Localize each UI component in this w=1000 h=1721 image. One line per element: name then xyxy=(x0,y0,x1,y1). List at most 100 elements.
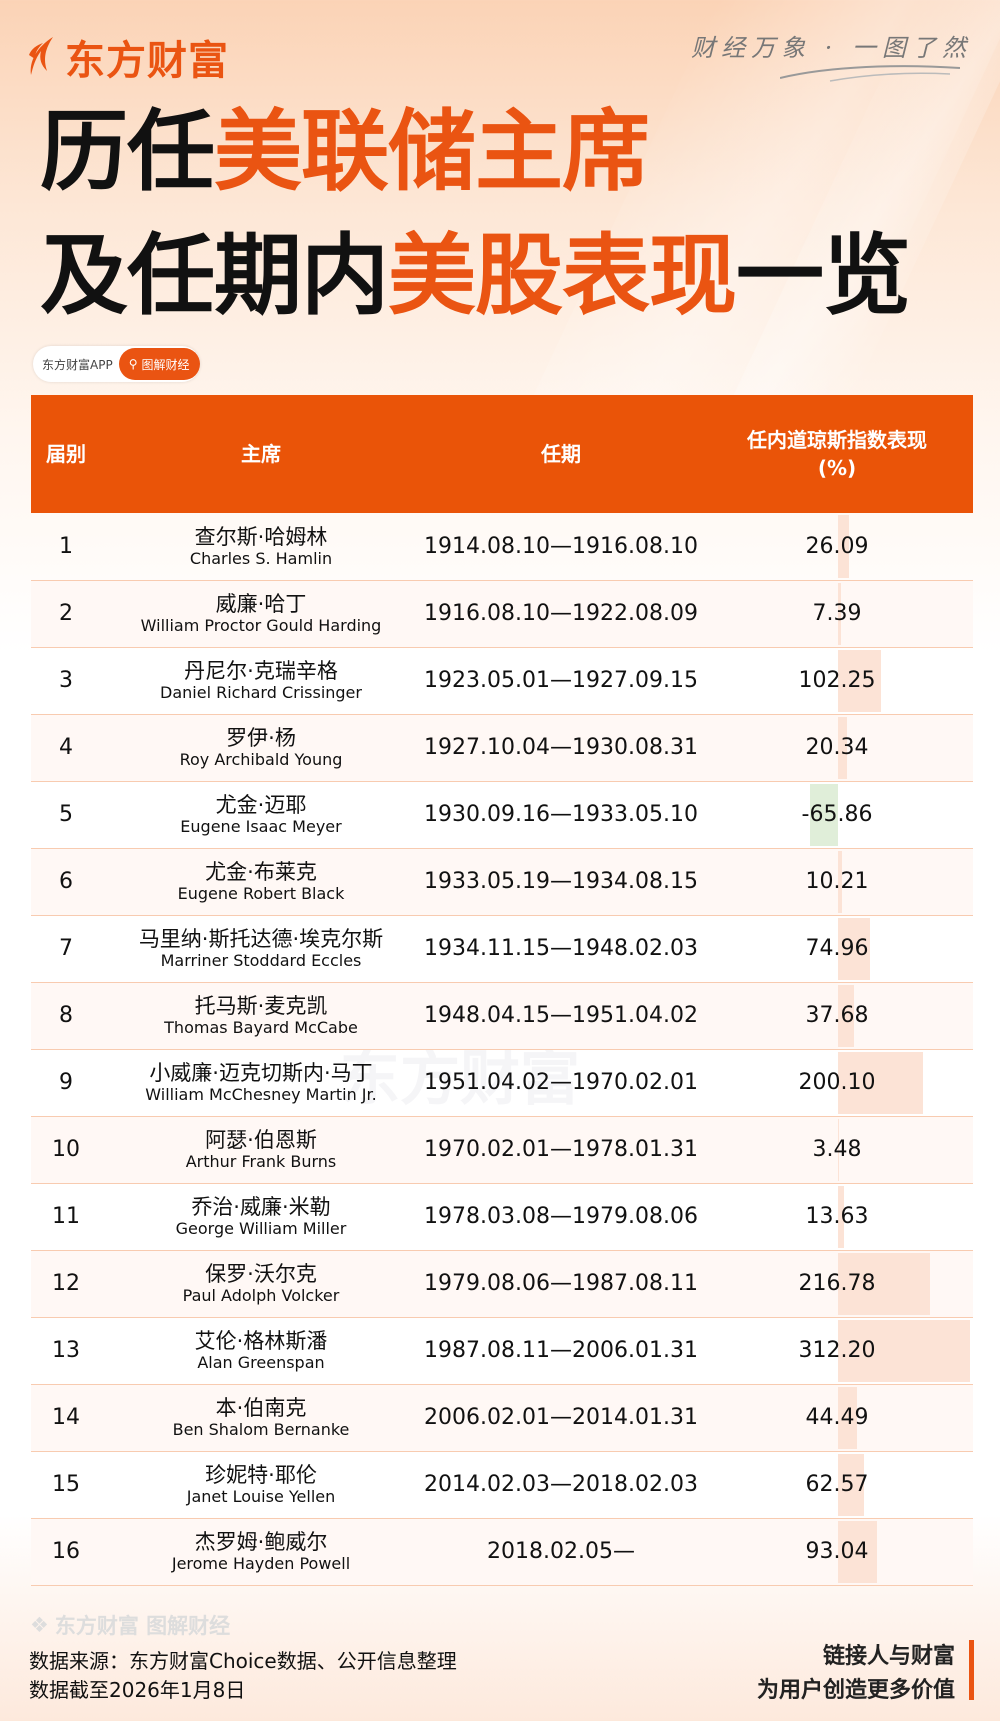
row-number: 2 xyxy=(31,580,101,648)
performance-bar xyxy=(810,783,838,846)
data-date: 数据截至2026年1月8日 xyxy=(29,1678,246,1702)
performance-bar xyxy=(838,917,870,980)
chair-name-cn: 马里纳·斯托达德·埃克尔斯 xyxy=(138,926,384,951)
chair-name-cn: 罗伊·杨 xyxy=(226,725,296,750)
performance-bar xyxy=(838,649,882,712)
chair-cell: 查尔斯·哈姆林 Charles S. Hamlin xyxy=(101,513,421,581)
table-row: 12 保罗·沃尔克 Paul Adolph Volcker 1979.08.06—… xyxy=(31,1250,973,1318)
chair-name-en: Thomas Bayard McCabe xyxy=(164,1017,358,1037)
table-row: 4 罗伊·杨 Roy Archibald Young 1927.10.04—193… xyxy=(31,714,973,782)
performance-value: 93.04 xyxy=(805,1539,869,1564)
row-number: 12 xyxy=(31,1250,101,1318)
row-number: 9 xyxy=(31,1049,101,1117)
chair-name-cn: 珍妮特·耶伦 xyxy=(205,1462,317,1487)
chair-name-en: Marriner Stoddard Eccles xyxy=(160,950,362,970)
chair-cell: 尤金·布莱克 Eugene Robert Black xyxy=(101,848,421,916)
term-cell: 1933.05.19—1934.08.15 xyxy=(421,848,701,916)
row-number: 13 xyxy=(31,1317,101,1385)
table-row: 2 威廉·哈丁 William Proctor Gould Harding 191… xyxy=(31,580,973,648)
performance-value: 20.34 xyxy=(805,735,869,760)
performance-cell: 312.20 xyxy=(701,1317,973,1385)
performance-value: 13.63 xyxy=(805,1204,869,1229)
performance-cell: 216.78 xyxy=(701,1250,973,1318)
chair-name-en: Janet Louise Yellen xyxy=(186,1486,336,1506)
row-number: 8 xyxy=(31,982,101,1050)
row-number: 5 xyxy=(31,781,101,849)
chair-cell: 丹尼尔·克瑞辛格 Daniel Richard Crissinger xyxy=(101,647,421,715)
brand-logo: 东方财富 xyxy=(27,28,229,86)
term-cell: 2014.02.03—2018.02.03 xyxy=(421,1451,701,1519)
chair-cell: 珍妮特·耶伦 Janet Louise Yellen xyxy=(101,1451,421,1519)
chair-name-cn: 阿瑟·伯恩斯 xyxy=(205,1127,317,1152)
performance-cell: 20.34 xyxy=(701,714,973,782)
table-row: 1 查尔斯·哈姆林 Charles S. Hamlin 1914.08.10—19… xyxy=(31,513,973,581)
table-row: 7 马里纳·斯托达德·埃克尔斯 Marriner Stoddard Eccles … xyxy=(31,915,973,983)
performance-cell: 62.57 xyxy=(701,1451,973,1519)
table-row: 13 艾伦·格林斯潘 Alan Greenspan 1987.08.11—2006… xyxy=(31,1317,973,1385)
col-header-chair: 主席 xyxy=(101,395,421,513)
chair-name-en: William McChesney Martin Jr. xyxy=(145,1084,377,1104)
row-number: 4 xyxy=(31,714,101,782)
col-header-term: 任期 xyxy=(421,395,701,513)
performance-bar xyxy=(838,582,842,645)
term-cell: 1948.04.15—1951.04.02 xyxy=(421,982,701,1050)
table-row: 14 本·伯南克 Ben Shalom Bernanke 2006.02.01—2… xyxy=(31,1384,973,1452)
app-name: 东方财富APP xyxy=(42,357,113,372)
performance-bar xyxy=(838,1319,970,1382)
term-cell: 1914.08.10—1916.08.10 xyxy=(421,513,701,581)
slogan-accent-bar xyxy=(969,1640,974,1700)
chair-name-en: Alan Greenspan xyxy=(197,1352,325,1372)
table-row: 15 珍妮特·耶伦 Janet Louise Yellen 2014.02.03—… xyxy=(31,1451,973,1519)
performance-cell: 200.10 xyxy=(701,1049,973,1117)
chair-cell: 小威廉·迈克切斯内·马丁 William McChesney Martin Jr. xyxy=(101,1049,421,1117)
performance-value: 200.10 xyxy=(798,1070,876,1095)
performance-bar xyxy=(838,716,847,779)
chair-name-en: Eugene Isaac Meyer xyxy=(180,816,342,836)
chair-name-en: Jerome Hayden Powell xyxy=(171,1553,351,1573)
performance-cell: 37.68 xyxy=(701,982,973,1050)
performance-value: 102.25 xyxy=(798,668,876,693)
term-cell: 1979.08.06—1987.08.11 xyxy=(421,1250,701,1318)
search-pill[interactable]: ⚲ 图解财经 xyxy=(118,348,200,380)
source-note: 数据来源：东方财富Choice数据、公开信息整理 数据截至2026年1月8日 xyxy=(29,1647,457,1705)
col-header-performance: 任内道琼斯指数表现 (%) xyxy=(701,395,973,513)
row-number: 1 xyxy=(31,513,101,581)
performance-value: 37.68 xyxy=(805,1003,869,1028)
table-row: 5 尤金·迈耶 Eugene Isaac Meyer 1930.09.16—193… xyxy=(31,781,973,849)
chair-name-cn: 小威廉·迈克切斯内·马丁 xyxy=(149,1060,373,1085)
row-number: 7 xyxy=(31,915,101,983)
performance-value: 26.09 xyxy=(805,533,869,559)
chair-name-cn: 尤金·布莱克 xyxy=(205,859,317,884)
performance-bar xyxy=(838,984,854,1047)
table-row: 16 杰罗姆·鲍威尔 Jerome Hayden Powell 2018.02.0… xyxy=(31,1518,973,1586)
row-number: 16 xyxy=(31,1518,101,1586)
performance-bar xyxy=(838,1252,930,1315)
chair-name-cn: 威廉·哈丁 xyxy=(215,591,307,616)
row-number: 6 xyxy=(31,848,101,916)
chair-cell: 本·伯南克 Ben Shalom Bernanke xyxy=(101,1384,421,1452)
term-cell: 1930.09.16—1933.05.10 xyxy=(421,781,701,849)
performance-value: -65.86 xyxy=(801,802,873,827)
performance-cell: 13.63 xyxy=(701,1183,973,1251)
brand-name: 东方财富 xyxy=(65,38,229,84)
row-number: 11 xyxy=(31,1183,101,1251)
chair-name-en: Arthur Frank Burns xyxy=(185,1151,337,1171)
chair-cell: 艾伦·格林斯潘 Alan Greenspan xyxy=(101,1317,421,1385)
performance-value: 7.39 xyxy=(812,601,862,626)
term-cell: 1951.04.02—1970.02.01 xyxy=(421,1049,701,1117)
performance-bar xyxy=(838,515,850,578)
performance-value: 216.78 xyxy=(798,1271,876,1296)
table-row: 9 小威廉·迈克切斯内·马丁 William McChesney Martin J… xyxy=(31,1049,973,1117)
chair-cell: 乔治·威廉·米勒 George William Miller xyxy=(101,1183,421,1251)
chair-cell: 马里纳·斯托达德·埃克尔斯 Marriner Stoddard Eccles xyxy=(101,915,421,983)
chair-name-cn: 艾伦·格林斯潘 xyxy=(194,1328,328,1353)
performance-cell: 26.09 xyxy=(701,513,973,581)
term-cell: 1916.08.10—1922.08.09 xyxy=(421,580,701,648)
term-cell: 1923.05.01—1927.09.15 xyxy=(421,647,701,715)
chair-name-cn: 查尔斯·哈姆林 xyxy=(194,524,328,549)
performance-cell: 3.48 xyxy=(701,1116,973,1184)
term-cell: 2006.02.01—2014.01.31 xyxy=(421,1384,701,1452)
app-badge: 东方财富APP ⚲ 图解财经 xyxy=(33,346,200,382)
chair-cell: 保罗·沃尔克 Paul Adolph Volcker xyxy=(101,1250,421,1318)
fed-chairs-table: 届别 主席 任期 任内道琼斯指数表现 (%) 1 查尔斯·哈姆林 Charles S… xyxy=(31,395,973,1586)
